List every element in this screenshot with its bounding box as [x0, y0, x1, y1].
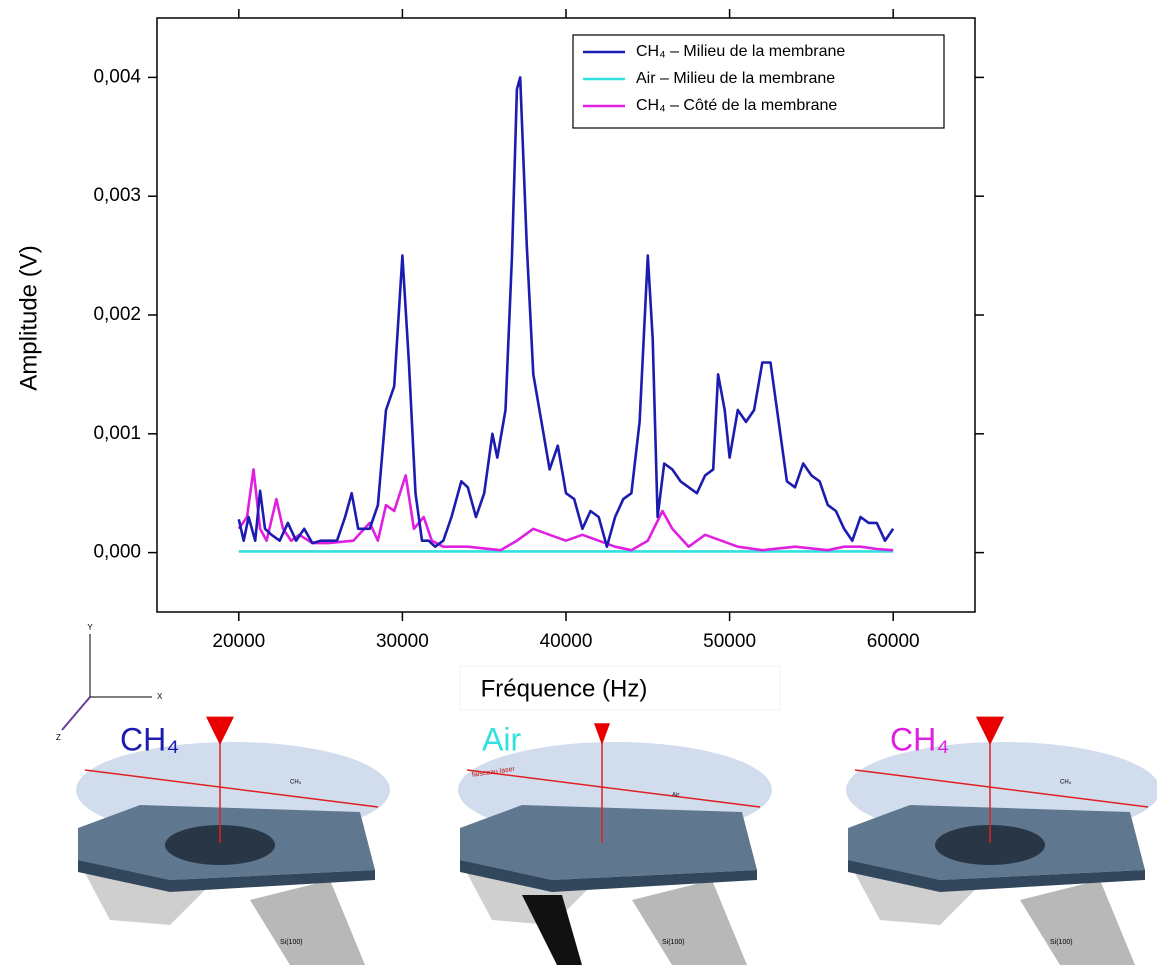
substrate-right [632, 880, 747, 965]
laser-beam [466, 769, 761, 808]
panel-label: CH₄ [120, 721, 179, 757]
legend-label: CH₄ – Côté de la membrane [636, 97, 837, 114]
y-tick-label: 0,001 [93, 423, 141, 444]
substrate-right [1020, 880, 1135, 965]
legend [572, 34, 945, 129]
axis-x-label: X [157, 692, 163, 701]
substrate-right [250, 880, 365, 965]
x-axis-title: Fréquence (Hz) [481, 675, 648, 702]
y-tick-label: 0,002 [93, 304, 141, 325]
laser-head [594, 723, 610, 745]
laser-beam [84, 769, 379, 808]
laser-beam [854, 769, 1149, 808]
laser-head [206, 716, 234, 745]
legend-label: CH₄ – Milieu de la membrane [636, 43, 845, 60]
x-tick-label: 60000 [867, 631, 920, 652]
y-axis-title: Amplitude (V) [15, 245, 42, 390]
y-tick-label: 0,003 [93, 185, 141, 206]
x-tick-label: 20000 [212, 631, 265, 652]
x-tick-label: 50000 [703, 631, 756, 652]
panel-label: Air [482, 721, 521, 757]
membrane-edge [460, 860, 757, 892]
substrate-label: Si(100) [662, 939, 685, 946]
panel-label: CH₄ [890, 721, 949, 757]
laser-head [976, 716, 1004, 745]
legend-label: Air – Milieu de la membrane [636, 70, 835, 87]
axis-y-label: Y [87, 623, 93, 632]
panel-note: CH₄ [1060, 780, 1072, 786]
panel-note: Air [672, 793, 679, 799]
membrane-diagram: CH₄ CH₄ Si(100) [846, 716, 1157, 965]
axis-z-label: Z [56, 733, 61, 742]
axes-icon: Y X Z [56, 623, 163, 742]
membrane-edge [848, 860, 1145, 892]
substrate-label: Si(100) [1050, 939, 1073, 946]
y-tick-label: 0,004 [93, 66, 141, 87]
deformation [165, 825, 275, 865]
substrate-shadow [522, 895, 582, 965]
substrate-label: Si(100) [280, 939, 303, 946]
membrane-diagram: CH₄ CH₄ Si(100) [76, 716, 390, 965]
xlabel-box [459, 665, 781, 711]
membrane-top [460, 805, 757, 880]
y-tick-label: 0,000 [93, 542, 141, 563]
x-tick-label: 40000 [540, 631, 593, 652]
panel-note: CH₄ [290, 780, 302, 786]
membrane-edge [78, 860, 375, 892]
x-tick-label: 30000 [376, 631, 429, 652]
series-line [237, 76, 895, 548]
deformation [935, 825, 1045, 865]
